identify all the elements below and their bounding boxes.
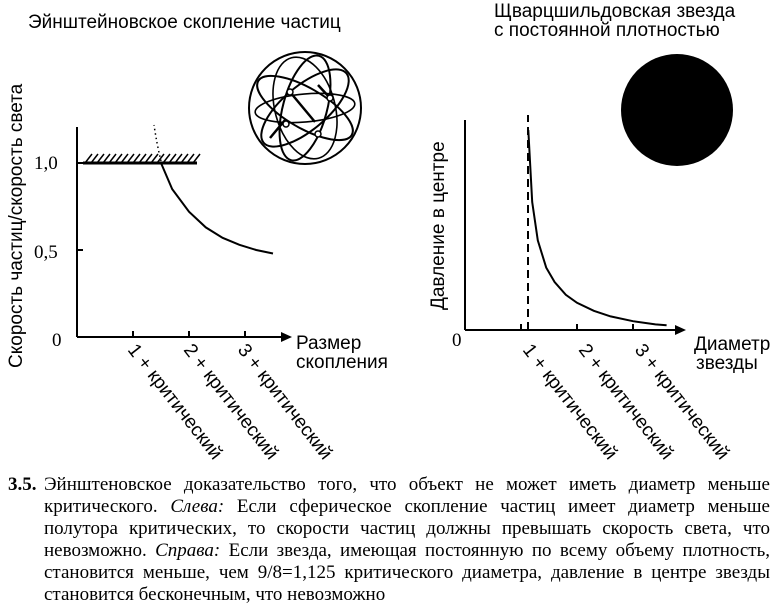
left-origin-label: 0: [52, 330, 62, 351]
right-x-axis-label-line1: Диаметр: [694, 334, 770, 355]
limit-line-hatch: [108, 153, 117, 164]
limit-line-hatch: [96, 153, 105, 164]
caption-right-label: Справа:: [155, 540, 221, 561]
figure: Эйнштейновское скопление частиц 0 0,5: [6, 1, 770, 464]
caption-left-label: Слева:: [170, 496, 225, 517]
left-y-axis-label: Скорость частиц/скорость света: [6, 83, 27, 368]
right-origin-label: 0: [452, 330, 462, 351]
limit-line-hatch: [120, 153, 129, 164]
caption-body: Эйнштеновское доказательство того, что о…: [44, 474, 770, 606]
limit-line-hatch: [114, 153, 123, 164]
right-chart: Щварцшильдовская звезда с постоянной пло…: [428, 1, 770, 464]
figure-number: 3.5.: [8, 474, 37, 495]
right-chart-title-line2: с постоянной плотностью: [494, 20, 720, 41]
left-y-tick-label-1: 1,0: [34, 153, 58, 174]
left-y-tick-label-0: 0,5: [34, 242, 58, 263]
left-x-tick-label-1: 2 + критический: [179, 340, 282, 464]
caption-text-1: Эйнштеновское доказательство того, что о…: [44, 474, 770, 517]
limit-line-hatch: [144, 153, 153, 164]
left-x-axis-label-line2: скопления: [296, 352, 388, 373]
limit-line-hatch: [186, 153, 195, 164]
limit-line-hatch: [192, 153, 201, 164]
right-chart-title-line1: Щварцшильдовская звезда: [494, 1, 736, 22]
right-series-line: [527, 129, 667, 327]
limit-line-hatch: [174, 153, 183, 164]
caption-text-3: Если звезда, имеющая постоянную по всему…: [44, 540, 770, 605]
left-chart: Эйнштейновское скопление частиц 0 0,5: [6, 12, 388, 464]
limit-line-hatch: [102, 153, 111, 164]
limit-line-hatch: [138, 153, 147, 164]
right-x-axis-label-line2: звезды: [696, 353, 758, 374]
speed-of-light-limit-line: [83, 153, 201, 165]
limit-line-hatch: [126, 153, 135, 164]
left-x-axis-arrow: [281, 332, 292, 342]
limit-line-hatch: [168, 153, 177, 164]
limit-line-hatch: [150, 153, 159, 164]
right-x-axis-arrow: [675, 325, 686, 335]
left-x-axis-label-line1: Размер: [296, 333, 361, 354]
limit-line-hatch: [180, 153, 189, 164]
limit-line-hatch: [90, 153, 99, 164]
right-y-axis-label: Давление в центре: [428, 141, 449, 310]
caption-text-2: Если сферическое скопление частиц имеет …: [44, 496, 770, 561]
limit-line-hatch: [156, 153, 165, 164]
particle-cluster-illustration: [248, 51, 362, 165]
limit-line-hatch: [84, 153, 93, 164]
limit-line-hatch: [162, 153, 171, 164]
limit-line-hatch: [132, 153, 141, 164]
left-series-line: [160, 162, 274, 255]
left-chart-title: Эйнштейновское скопление частиц: [28, 12, 341, 33]
schwarzschild-star-illustration: [621, 54, 733, 166]
